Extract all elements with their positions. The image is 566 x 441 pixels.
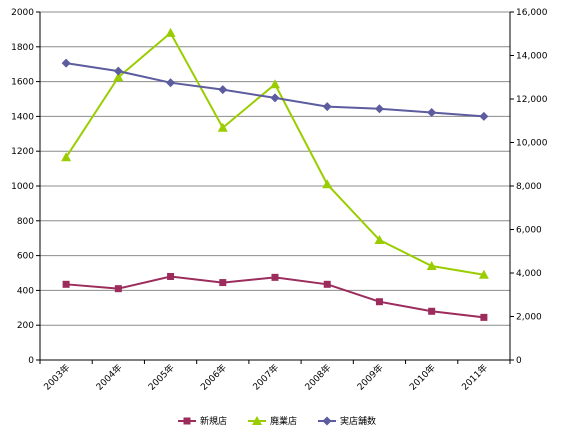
data-point-triangle (322, 179, 333, 189)
right-tick-label: 4,000 (516, 269, 542, 279)
data-point-triangle (478, 269, 489, 279)
data-point-triangle (270, 79, 280, 89)
right-tick-label: 6,000 (516, 226, 542, 236)
x-tick-label: 2010年 (407, 362, 438, 393)
data-point-diamond (427, 107, 437, 117)
legend-label: 新規店 (200, 415, 227, 427)
left-tick-label: 400 (17, 286, 34, 296)
data-point-triangle (165, 27, 176, 37)
data-point-diamond (270, 93, 280, 103)
left-tick-label: 1800 (11, 43, 34, 53)
x-tick-label: 2003年 (41, 362, 72, 393)
legend: 新規店 廃業店 実店舗数 (178, 415, 376, 427)
right-tick-label: 16,000 (516, 8, 548, 18)
data-point-square (219, 279, 227, 287)
x-axis-ticks: 2003年 2004年 2005年 2006年 2007年 2008年 2009年 2010年… (39, 360, 511, 393)
right-tick-label: 14,000 (516, 52, 548, 62)
right-tick-label: 10,000 (516, 139, 548, 149)
left-axis-ticks: 0 200 400 600 800 1000 1200 1400 1600 1800 2000 (11, 8, 40, 366)
data-point-square (323, 280, 331, 288)
data-point-triangle (217, 122, 228, 132)
x-tick-label: 2011年 (459, 362, 490, 393)
x-tick-label: 2005年 (146, 362, 177, 393)
left-tick-label: 0 (28, 356, 34, 366)
left-tick-label: 200 (17, 321, 34, 331)
data-point-triangle (61, 152, 72, 162)
x-tick-label: 2007年 (250, 362, 281, 393)
x-tick-label: 2004年 (93, 362, 124, 393)
left-tick-label: 600 (17, 252, 34, 262)
data-point-square (271, 273, 279, 281)
series-line (66, 275, 485, 319)
x-tick-label: 2006年 (198, 362, 229, 393)
series-line (65, 62, 484, 118)
left-tick-label: 1200 (11, 147, 34, 157)
series-group (61, 27, 489, 321)
data-point-diamond (61, 58, 71, 68)
left-tick-label: 800 (17, 217, 34, 227)
x-tick-label: 2008年 (302, 362, 333, 393)
data-point-square (183, 417, 191, 425)
left-tick-label: 1000 (11, 182, 34, 192)
data-point-square (480, 313, 488, 321)
data-point-triangle (252, 416, 262, 425)
data-point-square (375, 298, 383, 306)
x-tick-label: 2009年 (355, 362, 386, 393)
data-point-square (428, 307, 436, 315)
legend-label: 廃業店 (270, 415, 297, 427)
series-line (65, 31, 485, 276)
data-point-diamond (218, 85, 228, 95)
right-axis-ticks: 0 2,000 4,000 6,000 8,000 10,000 12,000 14,000 1… (510, 8, 548, 366)
data-point-triangle (113, 72, 124, 82)
data-point-diamond (113, 66, 123, 76)
right-tick-label: 12,000 (516, 95, 548, 105)
data-point-diamond (479, 111, 489, 121)
data-point-square (114, 285, 122, 293)
right-tick-label: 8,000 (516, 182, 542, 192)
gridlines (40, 11, 510, 361)
left-tick-label: 1600 (11, 78, 34, 88)
data-point-diamond (166, 78, 176, 88)
data-point-diamond (374, 104, 384, 114)
data-point-square (167, 272, 175, 280)
left-tick-label: 2000 (11, 8, 34, 18)
data-point-triangle (374, 234, 385, 244)
data-point-square (62, 280, 70, 288)
data-point-diamond (322, 102, 332, 112)
data-point-diamond (322, 416, 332, 426)
data-point-triangle (426, 261, 437, 271)
right-tick-label: 0 (516, 356, 522, 366)
legend-label: 実店舗数 (340, 415, 376, 427)
right-tick-label: 2,000 (516, 313, 542, 323)
left-tick-label: 1400 (11, 112, 34, 122)
